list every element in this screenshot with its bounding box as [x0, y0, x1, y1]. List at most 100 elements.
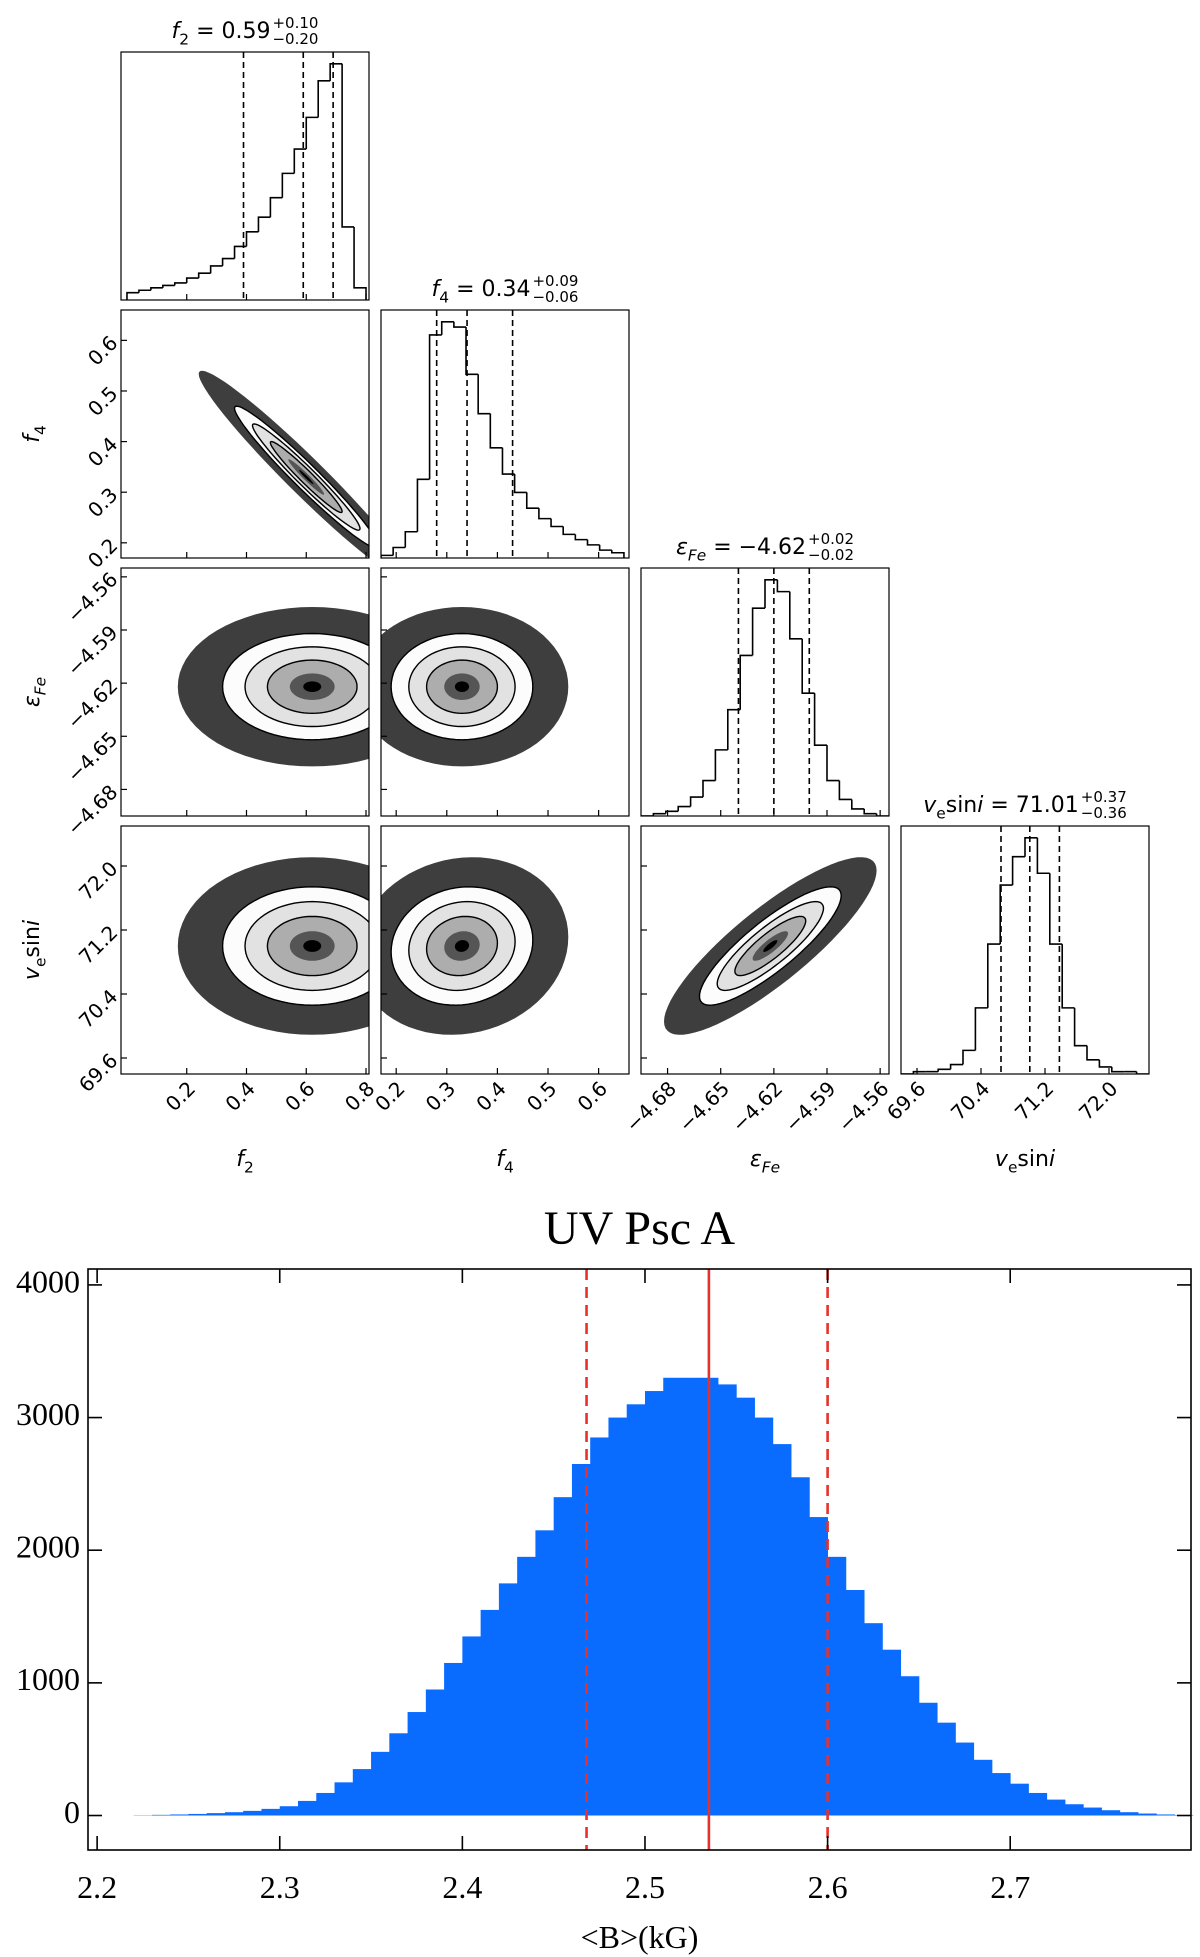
- bar: [644, 1391, 664, 1816]
- bar: [170, 1814, 189, 1816]
- x-tick-label: 69.6: [882, 1076, 930, 1124]
- x-tick-label: 0.4: [220, 1076, 259, 1115]
- panel-title: εFe = −4.62: [676, 535, 806, 565]
- panel-frame: [380, 567, 630, 817]
- panel: 0.2 0.3 0.4 0.5 0.6 f4: [370, 825, 630, 1177]
- bar: [224, 1812, 244, 1816]
- bar: [389, 1733, 408, 1816]
- hist-step: [428, 334, 442, 480]
- y-tick-label: 1000: [16, 1661, 80, 1697]
- y-tick-label: 0.2: [83, 533, 122, 572]
- panel-frame: [380, 825, 630, 1075]
- hist-step: [610, 550, 625, 558]
- panel-content: [381, 857, 569, 1035]
- panel: f4 = 0.34 +0.09−0.06: [380, 272, 630, 559]
- hist-step: [764, 579, 778, 609]
- hist-step: [562, 526, 576, 536]
- label-part: e: [32, 958, 50, 967]
- label-part: f: [20, 432, 45, 443]
- hist-step: [677, 805, 691, 812]
- label-part: ε: [676, 535, 688, 560]
- hist-step: [1011, 855, 1025, 886]
- hist-step: [392, 546, 406, 556]
- y-tick-label: 2000: [16, 1529, 80, 1565]
- title-minus: −0.36: [1081, 804, 1127, 822]
- bar: [681, 1377, 701, 1816]
- hist-step: [353, 226, 367, 300]
- panel-content: [177, 857, 369, 1035]
- y-tick-label: 69.6: [74, 1048, 122, 1096]
- hist-step: [416, 478, 430, 532]
- hist-step: [727, 708, 741, 750]
- y-axis-label: εFe: [20, 677, 50, 707]
- bar: [151, 1814, 171, 1816]
- bar: [1156, 1814, 1175, 1816]
- label-part: f: [432, 277, 443, 302]
- hist-step: [974, 1007, 988, 1051]
- bar: [243, 1810, 262, 1816]
- hist-step: [665, 810, 679, 814]
- density-contour: [303, 681, 322, 692]
- panel-content: [381, 607, 569, 767]
- x-tick-label: 0.5: [522, 1076, 561, 1115]
- hist-step: [789, 591, 803, 640]
- bar: [498, 1583, 518, 1816]
- panel-title: vesini = 71.01: [923, 793, 1079, 823]
- hist-step: [863, 808, 877, 815]
- hist-step: [381, 554, 394, 558]
- bar: [517, 1556, 536, 1816]
- bar: [900, 1676, 920, 1816]
- hist-step: [453, 321, 467, 328]
- label-part: v: [923, 793, 937, 818]
- x-tick-label: 2.2: [77, 1869, 117, 1905]
- hist-step: [150, 287, 163, 291]
- x-tick-label: 0.2: [161, 1076, 200, 1115]
- x-tick-label: 2.3: [260, 1869, 300, 1905]
- bar: [608, 1417, 628, 1816]
- hist-step: [714, 749, 728, 781]
- label-part: ε: [20, 695, 45, 707]
- title-value: = 0.34: [449, 277, 530, 302]
- label-part: Fe: [688, 547, 706, 565]
- label-part: 4: [504, 1159, 514, 1177]
- hist-step: [329, 63, 343, 81]
- bar: [371, 1751, 390, 1816]
- bar: [754, 1417, 774, 1816]
- bar: [626, 1404, 646, 1816]
- x-tick-label: 0.6: [573, 1076, 612, 1115]
- y-tick-label: 4000: [16, 1263, 80, 1299]
- x-axis-label: εFe: [750, 1147, 780, 1177]
- panel-content: [198, 370, 369, 558]
- hist-step: [209, 265, 223, 274]
- hist-step: [513, 474, 527, 494]
- bar: [298, 1800, 317, 1816]
- label-part: Fe: [762, 1159, 780, 1177]
- bar: [809, 1517, 828, 1816]
- hist-step: [1086, 1045, 1100, 1061]
- panel-content: [126, 52, 367, 300]
- bar: [864, 1623, 883, 1816]
- hist-step: [586, 539, 600, 546]
- bar: [261, 1808, 281, 1816]
- label-part: sin: [20, 926, 45, 958]
- title-plus: +0.37: [1081, 788, 1127, 806]
- bar: [1046, 1799, 1066, 1816]
- panel: f2 = 0.59 +0.10−0.20: [120, 14, 370, 301]
- hist-step: [598, 544, 612, 551]
- y-tick-label: −4.59: [62, 620, 122, 680]
- density-contour: [303, 940, 322, 952]
- x-tick-label: 0.3: [421, 1076, 460, 1115]
- bar: [535, 1530, 555, 1816]
- bar: [827, 1556, 847, 1816]
- label-part: f: [496, 1147, 507, 1172]
- panel-content: [664, 857, 877, 1035]
- title-plus: +0.02: [808, 530, 854, 548]
- bar: [407, 1712, 427, 1816]
- panel-frame: [120, 825, 370, 1075]
- hist-step: [162, 284, 175, 288]
- hist-step: [875, 813, 889, 816]
- label-part: 4: [32, 425, 50, 435]
- panel: [380, 567, 630, 817]
